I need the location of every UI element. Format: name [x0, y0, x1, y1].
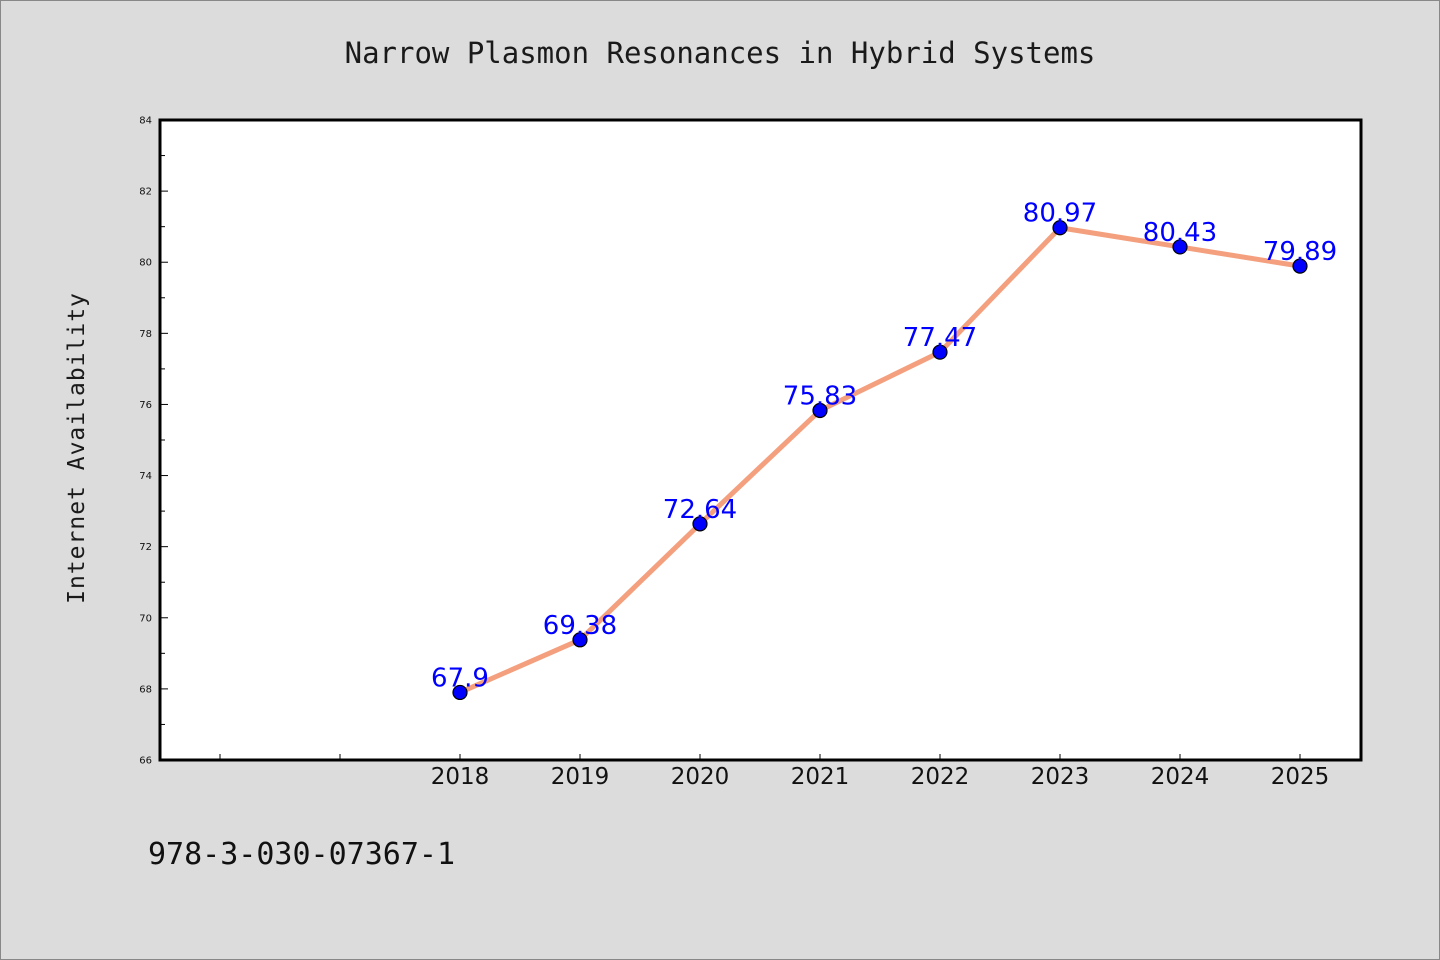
data-point [1292, 258, 1308, 274]
y-tick-label: 78 [139, 329, 152, 340]
x-axis-ticks: 2018 2019 2020 2021 2022 2023 2024 2025 [219, 754, 1330, 790]
data-label: 79.89 [1263, 237, 1337, 267]
y-axis-label: Internet Availability [64, 292, 90, 604]
series-line [457, 225, 1303, 695]
x-tick-label: 2024 [1151, 764, 1210, 790]
y-tick-label: 74 [139, 471, 152, 482]
plot-frame [158, 118, 1363, 762]
data-label: 72.64 [663, 495, 737, 525]
y-tick-label: 66 [139, 756, 152, 767]
data-label: 67.9 [431, 663, 489, 693]
y-tick-label: 70 [139, 613, 152, 624]
x-tick-label: 2022 [911, 764, 970, 790]
series-line-layer [457, 225, 1303, 695]
data-point [1172, 239, 1188, 255]
y-tick-label: 84 [139, 116, 152, 127]
y-tick-label: 80 [139, 258, 152, 269]
data-point [572, 632, 588, 648]
plot-area [160, 120, 1361, 760]
data-label: 80.97 [1023, 199, 1097, 229]
data-point [692, 516, 708, 532]
x-tick-label: 2020 [671, 764, 730, 790]
footer-isbn: 978-3-030-07367-1 [148, 837, 455, 872]
x-tick-label: 2025 [1271, 764, 1330, 790]
data-labels: 67.9 69.38 72.64 75.83 77.47 80.97 80.43 79.89 [431, 199, 1337, 694]
data-label: 69.38 [543, 611, 617, 641]
data-label: 80.43 [1143, 218, 1217, 248]
data-point [812, 402, 828, 419]
data-point [452, 684, 468, 701]
x-tick-label: 2023 [1031, 764, 1090, 790]
y-tick-label: 68 [139, 684, 152, 695]
y-tick-label: 72 [139, 542, 152, 553]
y-tick-label: 82 [139, 187, 152, 198]
data-markers [452, 220, 1308, 701]
y-tick-label: 76 [139, 400, 152, 411]
data-point [932, 344, 948, 360]
data-point [1052, 220, 1068, 236]
x-tick-label: 2018 [431, 764, 490, 790]
x-tick-label: 2019 [551, 764, 610, 790]
chart-title: Narrow Plasmon Resonances in Hybrid Syst… [345, 36, 1096, 70]
data-label: 77.47 [903, 323, 977, 353]
data-label: 75.83 [783, 381, 857, 411]
x-tick-label: 2021 [791, 764, 850, 790]
